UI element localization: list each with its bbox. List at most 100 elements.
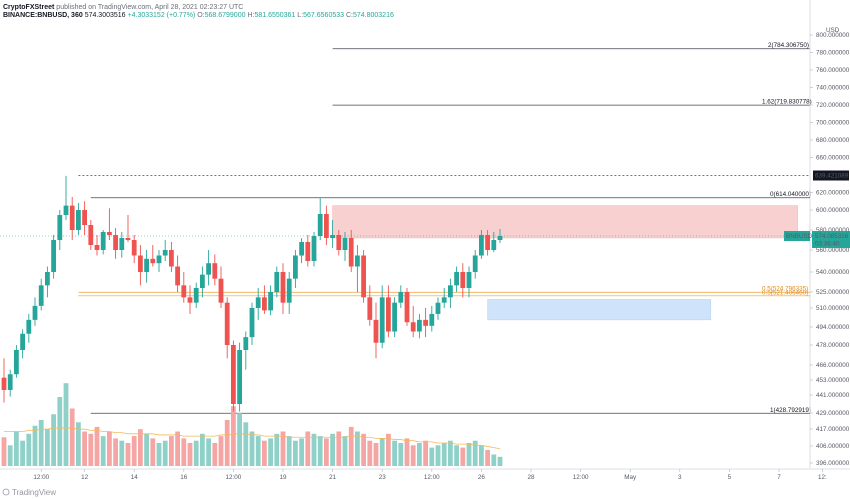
candle[interactable] bbox=[398, 285, 404, 308]
candle[interactable] bbox=[212, 254, 218, 286]
candle[interactable] bbox=[69, 196, 75, 240]
candle[interactable] bbox=[76, 203, 81, 235]
candle[interactable] bbox=[466, 266, 472, 298]
candle[interactable] bbox=[404, 288, 410, 326]
candle[interactable] bbox=[169, 242, 174, 272]
candle[interactable] bbox=[63, 175, 69, 220]
candle-body bbox=[299, 242, 304, 256]
candle[interactable] bbox=[286, 272, 292, 314]
candle-body bbox=[138, 255, 143, 272]
candle[interactable] bbox=[472, 250, 478, 279]
candle[interactable] bbox=[417, 313, 422, 339]
time-axis[interactable]: 12:00 12 14 16 12:00 19 21 23 12:00 26 28 12:00 May 3… bbox=[0, 468, 850, 481]
candle[interactable] bbox=[485, 230, 490, 256]
candle[interactable] bbox=[51, 235, 56, 279]
candle[interactable] bbox=[7, 369, 13, 397]
candle-body bbox=[497, 236, 503, 240]
candle[interactable] bbox=[373, 302, 379, 359]
candle[interactable] bbox=[125, 215, 131, 242]
price-axis[interactable]: USD 800.000000 780.000000 760.000000 740.00… bbox=[809, 0, 850, 468]
candle[interactable] bbox=[361, 250, 366, 303]
time-tick-label: 12 bbox=[81, 474, 89, 481]
candle[interactable] bbox=[454, 266, 459, 293]
candle[interactable] bbox=[113, 228, 118, 259]
candle[interactable] bbox=[20, 329, 25, 359]
candle[interactable] bbox=[497, 229, 503, 243]
resistance-zone[interactable] bbox=[332, 205, 798, 239]
candle[interactable] bbox=[45, 266, 50, 298]
candle[interactable] bbox=[348, 230, 354, 272]
candle[interactable] bbox=[243, 331, 249, 370]
candle[interactable] bbox=[317, 197, 323, 240]
candle[interactable] bbox=[355, 245, 360, 292]
candle[interactable] bbox=[193, 282, 199, 308]
candle[interactable] bbox=[175, 255, 180, 293]
candle[interactable] bbox=[386, 285, 391, 338]
time-tick-label: 19 bbox=[279, 474, 287, 481]
candle[interactable] bbox=[187, 285, 193, 314]
candle[interactable] bbox=[82, 201, 87, 235]
candle[interactable] bbox=[448, 278, 453, 308]
candle[interactable] bbox=[255, 288, 261, 320]
candle[interactable] bbox=[94, 235, 100, 256]
candle[interactable] bbox=[293, 250, 298, 288]
candle-body bbox=[392, 302, 397, 332]
candle[interactable] bbox=[392, 297, 397, 338]
candle[interactable] bbox=[491, 232, 497, 253]
candle[interactable] bbox=[206, 250, 211, 286]
candle[interactable] bbox=[379, 285, 385, 349]
candle[interactable] bbox=[237, 342, 242, 412]
candle[interactable] bbox=[32, 297, 38, 326]
candle[interactable] bbox=[162, 240, 168, 261]
candle[interactable] bbox=[330, 220, 335, 248]
currency-label: USD bbox=[826, 27, 840, 34]
candle[interactable] bbox=[441, 288, 447, 308]
candle[interactable] bbox=[131, 235, 137, 264]
candle[interactable] bbox=[274, 266, 280, 298]
candle[interactable] bbox=[107, 208, 112, 240]
candle[interactable] bbox=[200, 266, 205, 298]
candle[interactable] bbox=[1, 358, 7, 403]
candle[interactable] bbox=[144, 250, 149, 283]
candle[interactable] bbox=[435, 297, 441, 320]
volume-bar bbox=[441, 443, 447, 466]
candle[interactable] bbox=[88, 220, 94, 250]
candle[interactable] bbox=[423, 308, 428, 338]
candle[interactable] bbox=[336, 230, 342, 256]
candle[interactable] bbox=[119, 232, 125, 258]
candle[interactable] bbox=[249, 302, 255, 345]
candle[interactable] bbox=[224, 297, 230, 359]
candle[interactable] bbox=[138, 245, 143, 286]
candle[interactable] bbox=[460, 263, 466, 298]
candle[interactable] bbox=[268, 285, 273, 316]
candle[interactable] bbox=[299, 238, 304, 264]
candle[interactable] bbox=[38, 278, 44, 311]
candle[interactable] bbox=[181, 272, 187, 303]
candle[interactable] bbox=[262, 285, 267, 314]
candle[interactable] bbox=[150, 245, 156, 267]
volume-bar bbox=[243, 422, 249, 466]
candle[interactable] bbox=[324, 205, 329, 245]
time-tick-label: 3 bbox=[678, 474, 682, 481]
candle[interactable] bbox=[479, 230, 484, 259]
candle[interactable] bbox=[280, 263, 286, 314]
candle[interactable] bbox=[305, 235, 311, 267]
support-zone[interactable] bbox=[487, 299, 712, 321]
candle[interactable] bbox=[231, 340, 236, 412]
candle[interactable] bbox=[367, 285, 373, 326]
candle[interactable] bbox=[218, 266, 224, 309]
candle[interactable] bbox=[100, 230, 106, 255]
candle[interactable] bbox=[311, 232, 317, 267]
volume-bar bbox=[162, 440, 168, 466]
candle-body bbox=[491, 240, 497, 250]
candle[interactable] bbox=[410, 305, 416, 338]
volume-bar bbox=[100, 436, 106, 466]
candle[interactable] bbox=[57, 210, 63, 250]
candle[interactable] bbox=[14, 345, 19, 378]
tradingview-logo-icon bbox=[2, 488, 10, 496]
candle[interactable] bbox=[429, 305, 435, 332]
candle[interactable] bbox=[156, 250, 162, 272]
candle[interactable] bbox=[342, 232, 348, 261]
candle[interactable] bbox=[26, 313, 32, 343]
